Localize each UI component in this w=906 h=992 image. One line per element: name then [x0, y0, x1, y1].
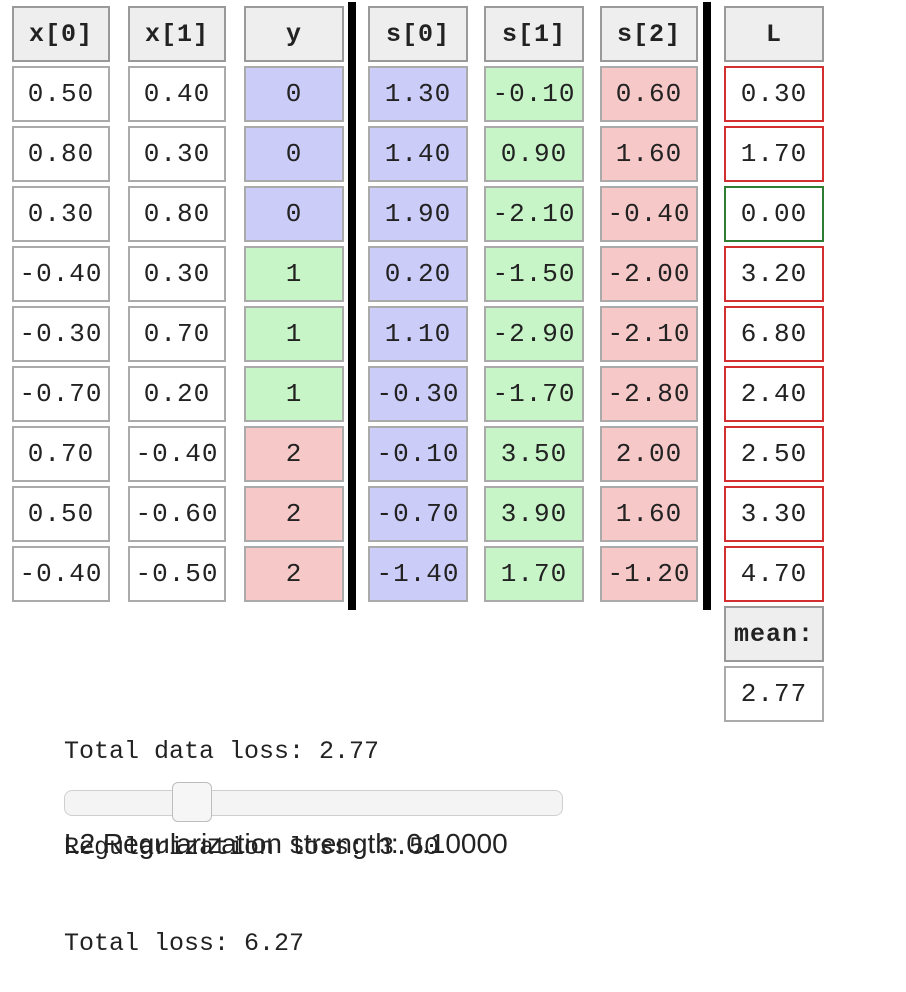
loss-cell: 0.30	[724, 66, 824, 122]
header-x1: x[1]	[128, 6, 226, 62]
x1-cell[interactable]: 0.40	[128, 66, 226, 122]
s1-cell: -1.50	[484, 246, 584, 302]
loss-cell: 3.20	[724, 246, 824, 302]
loss-cell: 2.50	[724, 426, 824, 482]
s1-cell: -0.10	[484, 66, 584, 122]
loss-cell: 6.80	[724, 306, 824, 362]
s0-cell: 0.20	[368, 246, 468, 302]
s1-cell: -2.90	[484, 306, 584, 362]
x1-cell[interactable]: -0.60	[128, 486, 226, 542]
y-cell[interactable]: 1	[244, 246, 344, 302]
s2-cell: 1.60	[600, 486, 698, 542]
x0-cell[interactable]: -0.40	[12, 246, 110, 302]
header-s1: s[1]	[484, 6, 584, 62]
y-cell[interactable]: 2	[244, 486, 344, 542]
s0-cell: 1.10	[368, 306, 468, 362]
y-cell[interactable]: 2	[244, 546, 344, 602]
y-cell[interactable]: 2	[244, 426, 344, 482]
loss-cell: 4.70	[724, 546, 824, 602]
y-cell[interactable]: 1	[244, 366, 344, 422]
y-cell[interactable]: 0	[244, 186, 344, 242]
divider-scores-loss	[703, 2, 711, 610]
s0-cell: -0.10	[368, 426, 468, 482]
x0-cell[interactable]: -0.30	[12, 306, 110, 362]
loss-cell: 3.30	[724, 486, 824, 542]
s0-cell: 1.30	[368, 66, 468, 122]
x1-cell[interactable]: -0.50	[128, 546, 226, 602]
header-L: L	[724, 6, 824, 62]
s2-cell: 0.60	[600, 66, 698, 122]
x1-cell[interactable]: 0.80	[128, 186, 226, 242]
s2-cell: -2.10	[600, 306, 698, 362]
regularization-slider-track[interactable]	[64, 790, 563, 816]
x1-cell[interactable]: 0.70	[128, 306, 226, 362]
s1-cell: 3.90	[484, 486, 584, 542]
regularization-strength-label: L2 Regularization strength: 0.10000	[64, 828, 508, 859]
s2-cell: 1.60	[600, 126, 698, 182]
loss-cell: 2.40	[724, 366, 824, 422]
s2-cell: -0.40	[600, 186, 698, 242]
s1-cell: 3.50	[484, 426, 584, 482]
header-s2: s[2]	[600, 6, 698, 62]
x0-cell[interactable]: 0.50	[12, 486, 110, 542]
s0-cell: -1.40	[368, 546, 468, 602]
x0-cell[interactable]: 0.50	[12, 66, 110, 122]
s1-cell: -2.10	[484, 186, 584, 242]
regularization-slider-handle[interactable]	[172, 782, 212, 822]
x0-cell[interactable]: -0.70	[12, 366, 110, 422]
total-data-loss: Total data loss: 2.77	[64, 737, 380, 766]
y-cell[interactable]: 1	[244, 306, 344, 362]
s2-cell: 2.00	[600, 426, 698, 482]
s0-cell: -0.70	[368, 486, 468, 542]
x0-cell[interactable]: -0.40	[12, 546, 110, 602]
s2-cell: -2.80	[600, 366, 698, 422]
x1-cell[interactable]: 0.20	[128, 366, 226, 422]
loss-cell: 0.00	[724, 186, 824, 242]
divider-inputs-scores	[348, 2, 356, 610]
s1-cell: 0.90	[484, 126, 584, 182]
s1-cell: 1.70	[484, 546, 584, 602]
s0-cell: 1.90	[368, 186, 468, 242]
x1-cell[interactable]: -0.40	[128, 426, 226, 482]
loss-cell: 1.70	[724, 126, 824, 182]
s2-cell: -1.20	[600, 546, 698, 602]
mean-value: 2.77	[724, 666, 824, 722]
y-cell[interactable]: 0	[244, 126, 344, 182]
header-y: y	[244, 6, 344, 62]
total-loss: Total loss: 6.27	[64, 929, 305, 958]
x0-cell[interactable]: 0.30	[12, 186, 110, 242]
x1-cell[interactable]: 0.30	[128, 246, 226, 302]
s0-cell: -0.30	[368, 366, 468, 422]
x0-cell[interactable]: 0.70	[12, 426, 110, 482]
x1-cell[interactable]: 0.30	[128, 126, 226, 182]
s1-cell: -1.70	[484, 366, 584, 422]
regularization-loss: Regularization loss: 3.50	[64, 833, 440, 862]
mean-label: mean:	[724, 606, 824, 662]
x0-cell[interactable]: 0.80	[12, 126, 110, 182]
s2-cell: -2.00	[600, 246, 698, 302]
header-x0: x[0]	[12, 6, 110, 62]
y-cell[interactable]: 0	[244, 66, 344, 122]
s0-cell: 1.40	[368, 126, 468, 182]
header-s0: s[0]	[368, 6, 468, 62]
